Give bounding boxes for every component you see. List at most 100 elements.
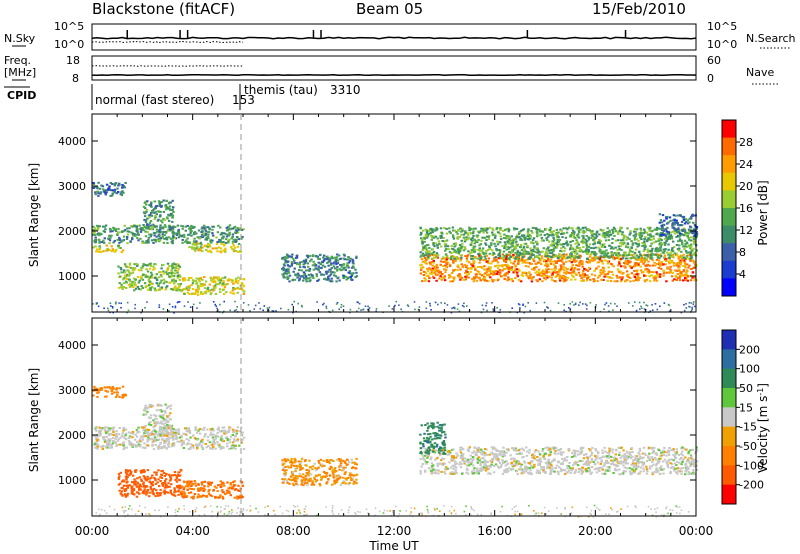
data-cell [99, 192, 102, 195]
data-cell [488, 273, 491, 276]
data-cell [217, 426, 221, 429]
data-cell [491, 280, 494, 283]
data-cell [198, 428, 202, 430]
data-cell [599, 243, 602, 246]
data-cell [98, 225, 101, 228]
data-cell [538, 258, 542, 261]
data-cell [233, 438, 236, 441]
data-cell [150, 276, 154, 279]
data-cell [181, 441, 184, 444]
data-cell [211, 234, 215, 237]
data-cell [177, 283, 180, 286]
data-cell [162, 270, 165, 273]
data-cell [190, 224, 193, 227]
data-cell [455, 256, 458, 259]
data-cell [657, 266, 660, 269]
data-cell [290, 255, 293, 258]
data-cell [424, 271, 427, 274]
data-cell [637, 242, 640, 245]
data-cell [193, 246, 196, 249]
data-cell [599, 249, 602, 251]
data-cell [508, 258, 511, 260]
data-cell [522, 259, 526, 262]
data-cell [434, 266, 438, 269]
data-cell [108, 185, 111, 188]
data-cell [161, 415, 164, 418]
data-cell [144, 404, 147, 407]
data-cell [651, 309, 654, 311]
data-cell [143, 215, 147, 218]
data-cell [165, 447, 168, 450]
data-cell [290, 261, 294, 264]
data-cell [200, 445, 203, 448]
data-cell [162, 241, 166, 244]
data-cell [222, 249, 225, 252]
data-cell [177, 236, 181, 239]
data-cell [167, 441, 170, 443]
data-cell [659, 249, 662, 252]
data-cell [545, 268, 548, 271]
data-cell [636, 262, 639, 265]
data-cell [618, 262, 621, 265]
data-cell [458, 273, 461, 275]
data-cell [431, 231, 434, 234]
data-cell [566, 268, 569, 271]
cpid-segment-2-id: 3310 [330, 83, 361, 97]
data-cell [291, 253, 294, 256]
data-cell [153, 414, 156, 417]
data-cell [96, 440, 99, 443]
data-cell [433, 271, 436, 274]
data-cell [569, 235, 572, 238]
data-cell [639, 265, 642, 268]
data-cell [619, 228, 622, 231]
data-cell [504, 243, 507, 246]
data-cell [529, 235, 533, 238]
data-cell [163, 427, 166, 430]
data-cell [584, 238, 587, 241]
data-cell [291, 279, 294, 282]
data-cell [677, 228, 680, 231]
data-cell [119, 275, 122, 278]
data-cell [438, 277, 441, 280]
data-cell [675, 219, 678, 222]
data-cell [532, 227, 535, 229]
data-cell [150, 283, 153, 286]
data-cell [240, 426, 243, 429]
data-cell [625, 279, 628, 282]
data-cell [352, 266, 355, 269]
data-cell [177, 264, 180, 267]
data-cell [686, 219, 689, 222]
data-cell [232, 238, 235, 241]
data-cell [623, 262, 626, 264]
data-cell [597, 241, 600, 244]
data-cell [98, 248, 101, 251]
data-cell [98, 232, 102, 235]
data-cell [172, 266, 176, 269]
nsky-top-tick-left: 10^5 [54, 20, 84, 33]
data-cell [436, 266, 439, 269]
data-cell [462, 233, 466, 236]
data-cell [685, 221, 688, 223]
data-cell [461, 242, 464, 245]
data-cell [586, 261, 590, 264]
data-cell [231, 428, 235, 431]
freq-top-tick: 18 [66, 54, 80, 67]
data-cell [667, 271, 671, 274]
data-cell [590, 273, 594, 276]
data-cell [242, 290, 246, 293]
data-cell [489, 248, 492, 250]
data-cell [132, 444, 135, 447]
data-cell [225, 226, 228, 229]
colorbar-tick-label: 28 [739, 136, 753, 149]
data-cell [491, 270, 495, 273]
data-cell [231, 227, 234, 230]
data-cell [177, 429, 180, 432]
data-cell [146, 410, 149, 413]
data-cell [528, 274, 532, 277]
data-cell [523, 238, 526, 241]
data-cell [628, 238, 631, 241]
data-cell [636, 279, 640, 282]
data-cell [351, 273, 354, 276]
data-cell [212, 438, 215, 441]
data-cell [330, 255, 333, 258]
